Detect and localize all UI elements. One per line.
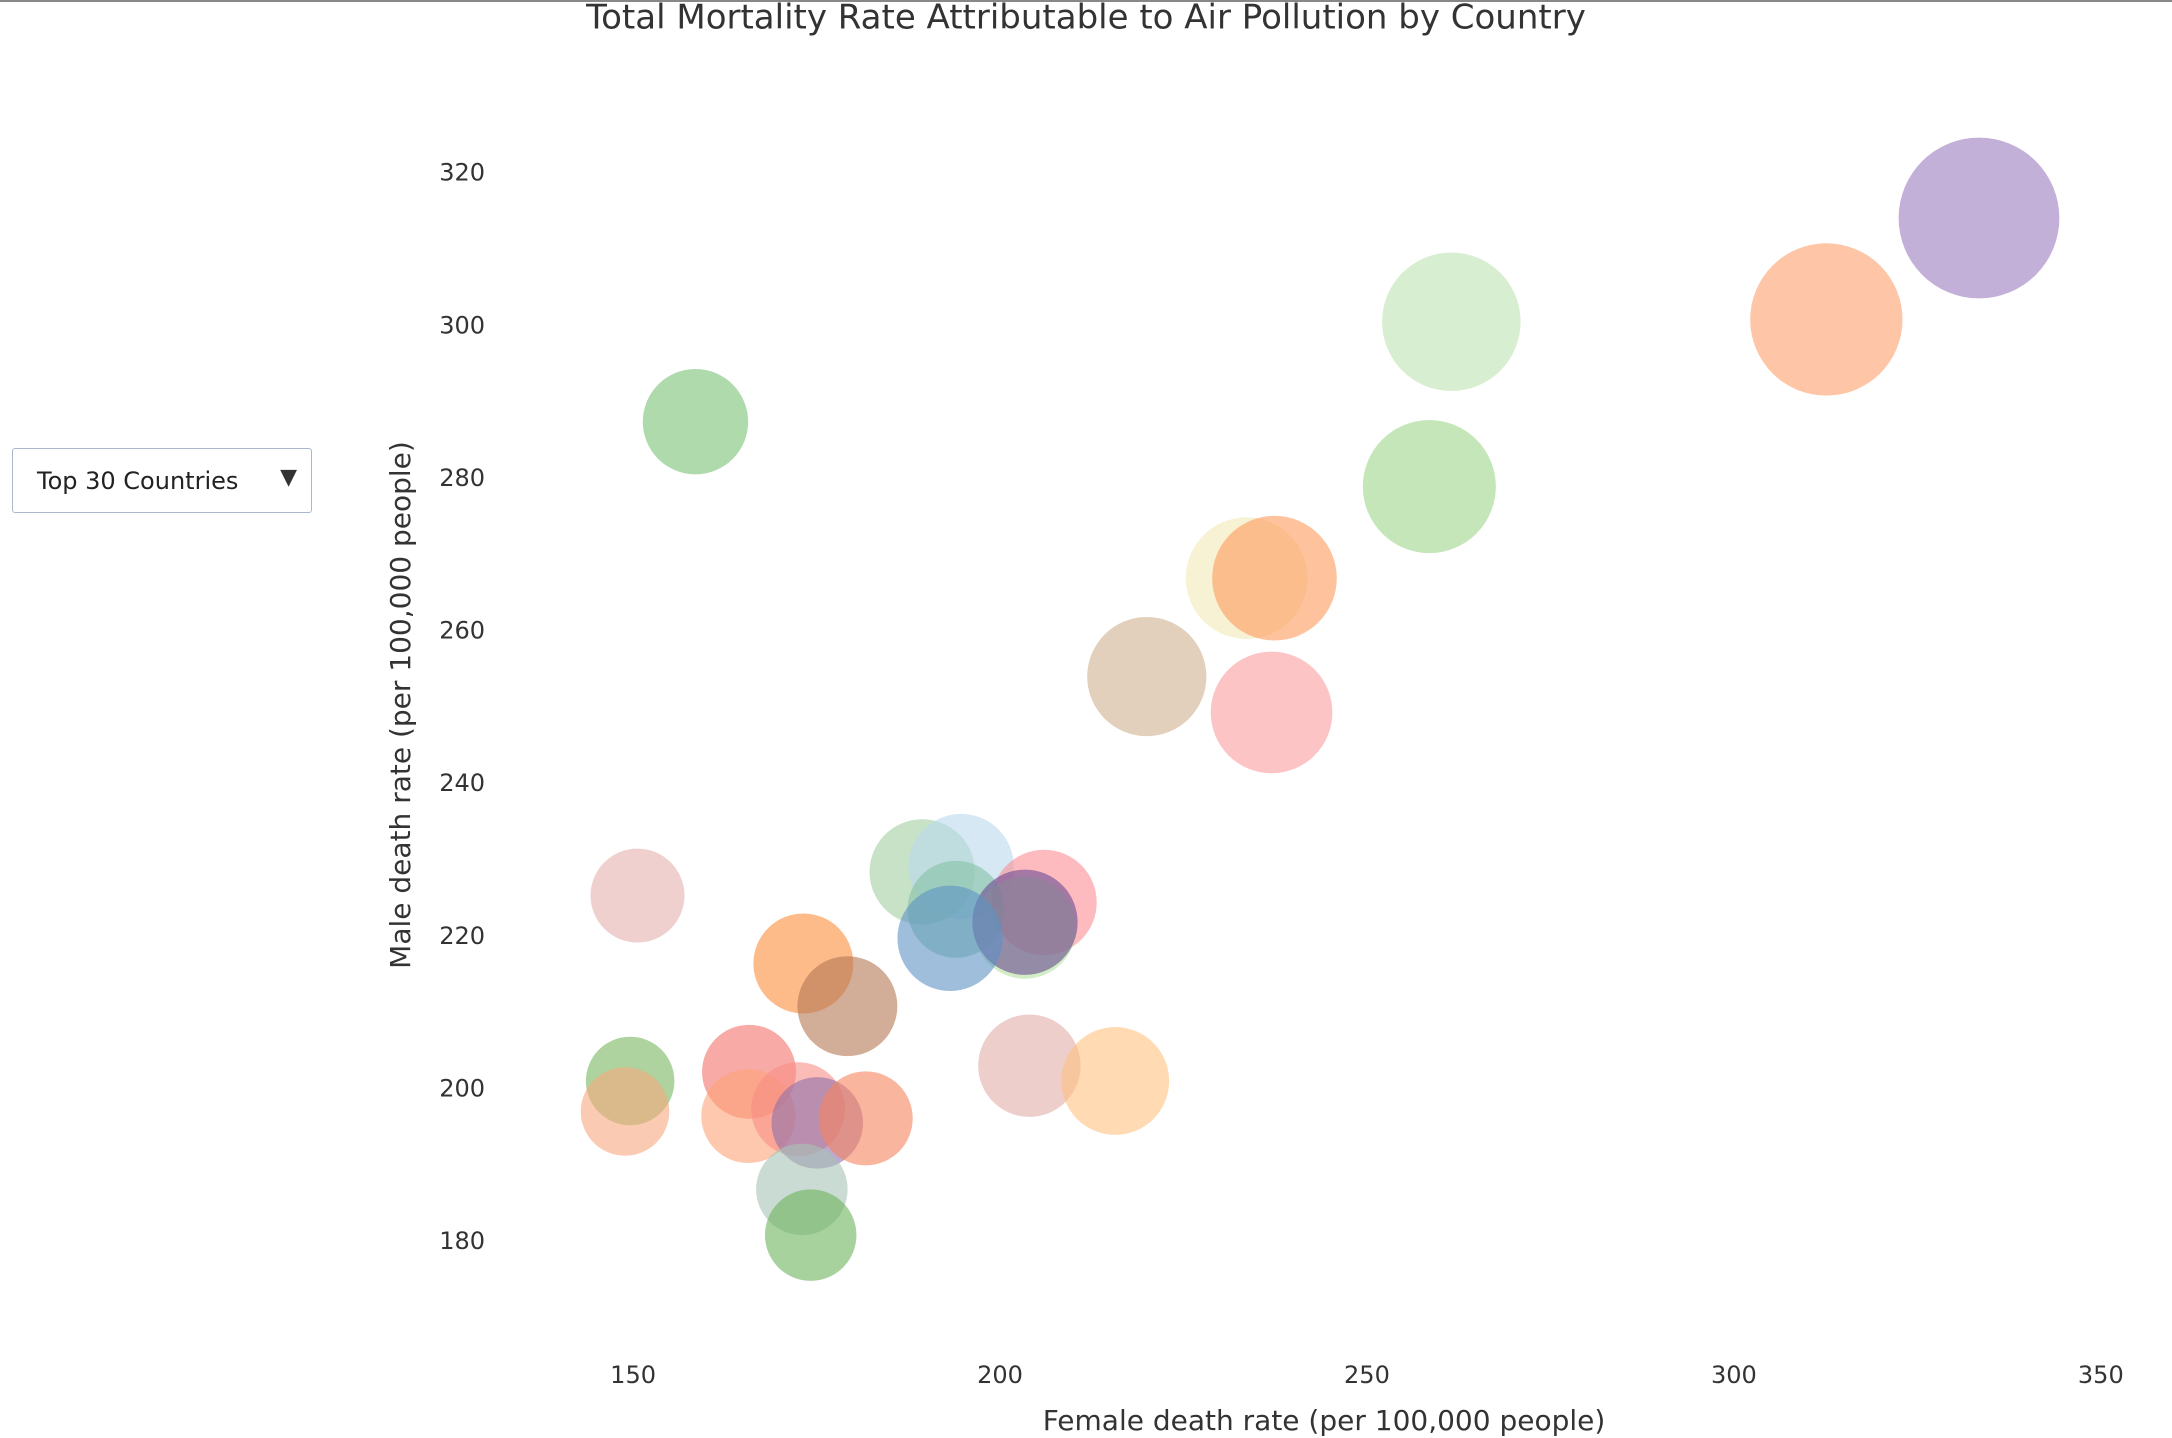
y-tick-label: 220 [439,922,485,950]
bubble [1362,420,1496,554]
bubble [764,1189,857,1281]
bubble [978,1014,1081,1117]
y-tick-label: 240 [439,769,485,797]
y-tick-label: 300 [439,311,485,339]
x-tick-label: 350 [2078,1361,2124,1389]
y-tick-label: 280 [439,464,485,492]
bubble [897,885,1003,991]
y-tick-label: 200 [439,1074,485,1102]
bubble [1061,1027,1170,1135]
x-axis-title: Female death rate (per 100,000 people) [1043,1404,1606,1437]
dropdown[interactable]: Top 30 Countries ▼ [12,448,312,513]
dropdown-label: Top 30 Countries [37,466,239,495]
x-tick-label: 200 [977,1361,1023,1389]
y-axis-title: Male death rate (per 100,000 people) [384,441,417,969]
bubble [1087,616,1207,737]
chart-title: Total Mortality Rate Attributable to Air… [585,2,1586,38]
bubble [1210,651,1333,774]
y-tick-label: 180 [439,1227,485,1255]
bubble [1382,252,1521,392]
x-tick-label: 300 [1711,1361,1757,1389]
dropdown-arrow: ▼ [280,465,297,490]
y-tick-label: 260 [439,617,485,645]
x-tick-label: 250 [1344,1361,1390,1389]
y-tick-label: 320 [439,159,485,187]
x-tick-label: 150 [610,1361,656,1389]
bubble [797,956,898,1057]
bubble [1212,515,1337,641]
bubble [590,848,685,943]
bubble [1750,243,1903,396]
bubble [580,1067,670,1156]
bubble [1898,137,2060,299]
bubble [818,1071,913,1166]
bubble [642,369,749,475]
